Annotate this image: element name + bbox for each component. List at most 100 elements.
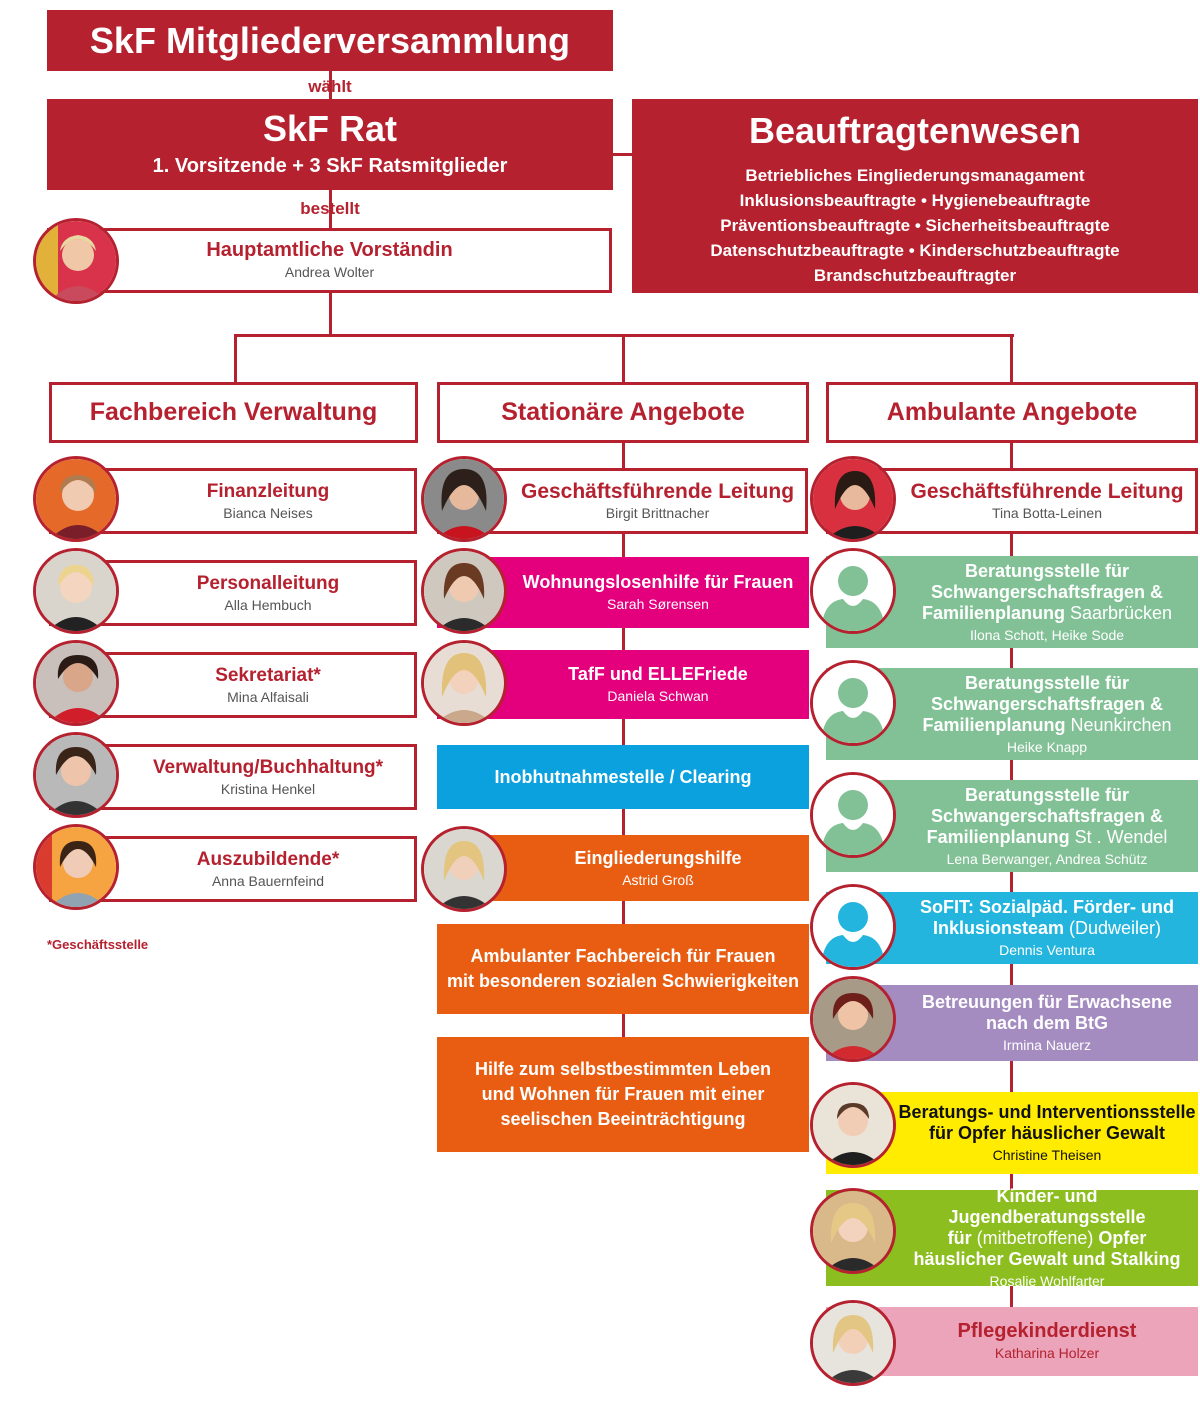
- card-title-line: Schwangerschaftsfragen &: [930, 693, 1164, 714]
- card-title-line: Beratungsstelle für: [964, 784, 1130, 805]
- user-placeholder-icon: [810, 548, 896, 634]
- card-place: Neunkirchen: [1070, 714, 1172, 735]
- card-name: Kristina Henkel: [220, 780, 316, 797]
- card-title-line: Ambulanter Fachbereich für Frauen: [470, 946, 776, 966]
- card-title-line: Betreuungen für Erwachsene: [921, 992, 1173, 1012]
- column-header-ambulant: Ambulante Angebote: [826, 382, 1198, 443]
- card-title-part: für: [947, 1228, 972, 1248]
- card-title: Verwaltung/Buchhaltung*: [152, 756, 384, 778]
- card-name: Irmina Nauerz: [1003, 1037, 1091, 1053]
- card-title-line: Inklusionsteam: [932, 918, 1064, 938]
- card-name: Bianca Neises: [223, 504, 313, 521]
- card-title-line: Beratungsstelle für: [964, 672, 1130, 693]
- card-title-line: Familienplanung: [926, 826, 1070, 847]
- column-header-label: Ambulante Angebote: [886, 398, 1138, 426]
- card-title-line: Schwangerschaftsfragen &: [930, 581, 1164, 602]
- card-title: Wohnungslosenhilfe für Frauen: [522, 572, 794, 592]
- connector-line: [329, 291, 332, 335]
- waehlt-label: wählt: [308, 77, 352, 96]
- card-name: Daniela Schwan: [607, 688, 709, 704]
- card-title-line: Schwangerschaftsfragen &: [930, 805, 1164, 826]
- card-name: Lena Berwanger, Andrea Schütz: [946, 850, 1148, 867]
- card-title-part: Opfer: [1098, 1228, 1147, 1248]
- card-title: Auszubildende*: [196, 848, 340, 870]
- card-name: Heike Knapp: [1006, 738, 1088, 755]
- connector-line: [329, 70, 332, 100]
- portrait-photo: [810, 1188, 896, 1274]
- connector-line: [329, 189, 332, 229]
- card-title-line: Familienplanung: [921, 602, 1065, 623]
- footnote: *Geschäftsstelle: [47, 937, 149, 952]
- card-title-line: Kinder- und Jugendberatungsstelle: [948, 1186, 1146, 1227]
- card-title-line: für Opfer häuslicher Gewalt: [928, 1123, 1166, 1143]
- card-title-part: (mitbetroffene): [976, 1228, 1094, 1248]
- column-header-label: Stationäre Angebote: [501, 398, 745, 426]
- card-title: Pflegekinderdienst: [957, 1320, 1137, 1342]
- card-name: Sarah Sørensen: [607, 596, 709, 612]
- mitgliederversammlung-box: SkF Mitgliederversammlung: [47, 10, 613, 71]
- card-title-line: nach dem BtG: [985, 1013, 1109, 1033]
- beauftragte-line: Präventionsbeauftragte • Sicherheitsbeau…: [720, 216, 1110, 235]
- card-place: Saarbrücken: [1069, 602, 1173, 623]
- portrait-photo: [33, 456, 119, 542]
- card-name: Mina Alfaisali: [227, 688, 309, 705]
- card-name: Ilona Schott, Heike Sode: [969, 626, 1125, 643]
- portrait-photo: [33, 548, 119, 634]
- card-name: Katharina Holzer: [994, 1345, 1100, 1361]
- portrait-photo: [33, 824, 119, 910]
- card-title: Geschäftsführende Leitung: [910, 479, 1184, 503]
- portrait-photo: [33, 732, 119, 818]
- card-title-line: Familienplanung: [922, 714, 1066, 735]
- connector-line: [1010, 440, 1013, 1320]
- card-title: TafF und ELLEFriede: [568, 664, 748, 684]
- card-name: Birgit Brittnacher: [605, 504, 710, 521]
- card-title-line: häuslicher Gewalt und Stalking: [913, 1249, 1181, 1269]
- portrait-photo: [810, 1300, 896, 1386]
- portrait-photo: [421, 826, 507, 912]
- portrait-photo: [33, 640, 119, 726]
- connector-line: [622, 334, 625, 384]
- card-title-line: und Wohnen für Frauen mit einer: [481, 1084, 765, 1104]
- card-name: Alla Hembuch: [224, 596, 312, 613]
- card-title-line: Hilfe zum selbstbestimmten Leben: [474, 1059, 772, 1079]
- connector-line: [234, 334, 237, 384]
- card-title: Eingliederungshilfe: [574, 847, 742, 868]
- beauftragte-line: Datenschutzbeauftragte • Kinderschutzbea…: [710, 241, 1120, 260]
- column-header-verwaltung: Fachbereich Verwaltung: [49, 382, 418, 443]
- card-place: St . Wendel: [1074, 826, 1168, 847]
- column-header-label: Fachbereich Verwaltung: [89, 398, 378, 426]
- portrait-photo: [810, 1082, 896, 1168]
- connector-line: [612, 153, 634, 156]
- stationaer-card: Hilfe zum selbstbestimmten Leben und Woh…: [437, 1037, 809, 1152]
- beauftragte-line: Brandschutzbeauftragter: [813, 266, 1017, 285]
- beauftragtenwesen-box: Beauftragtenwesen Betriebliches Einglied…: [632, 99, 1198, 293]
- beauftragte-line: Betriebliches Eingliederungsmanagament: [745, 166, 1085, 185]
- portrait-photo: [421, 548, 507, 634]
- card-title: Personalleitung: [196, 572, 340, 594]
- vorstand-card: Hauptamtliche Vorständin Andrea Wolter: [47, 228, 612, 293]
- card-name: Dennis Ventura: [999, 942, 1095, 958]
- user-placeholder-icon: [810, 660, 896, 746]
- rat-subtitle: 1. Vorsitzende + 3 SkF Ratsmitglieder: [152, 155, 508, 177]
- card-title-line: mit besonderen sozialen Schwierigkeiten: [446, 971, 800, 991]
- stationaer-card: Inobhutnahmestelle / Clearing: [437, 745, 809, 809]
- card-title-line: seelischen Beeinträchtigung: [500, 1109, 746, 1129]
- card-name: Tina Botta-Leinen: [992, 504, 1102, 521]
- card-title-line: Beratungsstelle für: [964, 560, 1130, 581]
- rat-box: SkF Rat 1. Vorsitzende + 3 SkF Ratsmitgl…: [47, 99, 613, 190]
- bestellt-label: bestellt: [300, 199, 360, 218]
- card-title: Finanzleitung: [206, 480, 330, 502]
- beauftragte-line: Inklusionsbeauftragte • Hygienebeauftrag…: [739, 191, 1091, 210]
- portrait-photo: [810, 456, 896, 542]
- user-placeholder-icon: [810, 884, 896, 970]
- card-title-line: SoFIT: Sozialpäd. Förder- und: [920, 897, 1174, 917]
- card-name: Christine Theisen: [992, 1147, 1102, 1163]
- user-placeholder-icon: [810, 772, 896, 858]
- card-title: Sekretariat*: [215, 664, 321, 686]
- vorstand-name: Andrea Wolter: [284, 264, 375, 280]
- card-name: Anna Bauernfeind: [211, 872, 325, 889]
- beauftragtenwesen-title: Beauftragtenwesen: [748, 110, 1082, 151]
- portrait-photo: [810, 976, 896, 1062]
- card-title: Inobhutnahmestelle / Clearing: [494, 766, 752, 787]
- portrait-photo: [421, 456, 507, 542]
